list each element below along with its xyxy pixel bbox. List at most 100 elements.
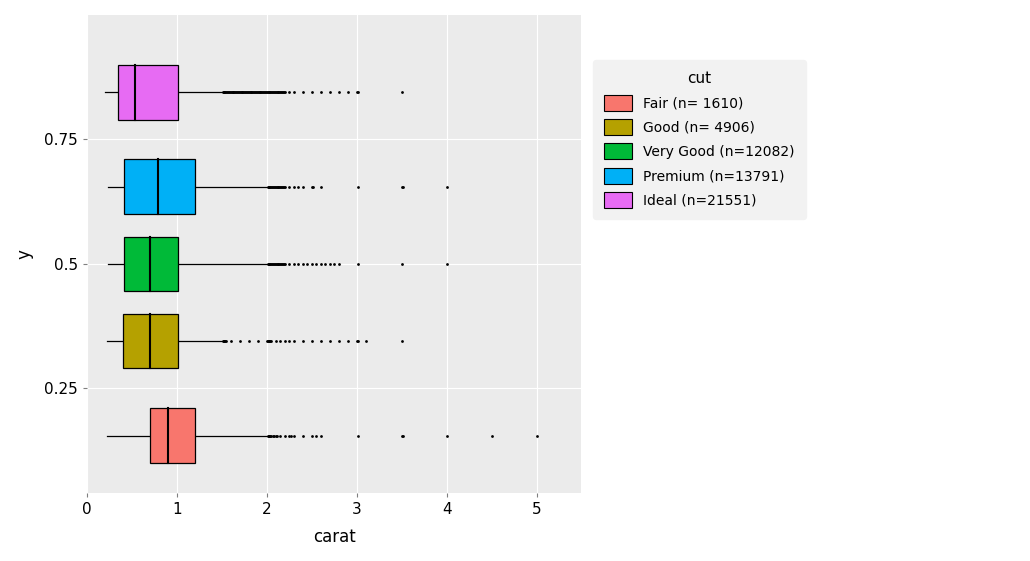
Point bbox=[259, 337, 275, 346]
Point bbox=[317, 259, 334, 268]
Point bbox=[276, 182, 293, 191]
Point bbox=[260, 259, 276, 268]
Point bbox=[270, 259, 286, 268]
Point bbox=[276, 337, 293, 346]
Point bbox=[349, 337, 366, 346]
Point bbox=[243, 88, 260, 96]
Point bbox=[267, 182, 283, 191]
Point bbox=[272, 337, 288, 346]
Point bbox=[312, 337, 329, 346]
Point bbox=[253, 88, 270, 96]
Point bbox=[348, 337, 365, 346]
Point bbox=[248, 88, 265, 96]
Point bbox=[295, 259, 311, 268]
Point bbox=[236, 88, 252, 96]
Point bbox=[217, 88, 234, 96]
Point bbox=[228, 88, 244, 96]
Point bbox=[349, 182, 366, 191]
Point bbox=[275, 88, 291, 96]
Point bbox=[394, 431, 411, 440]
Point bbox=[268, 337, 284, 346]
Point bbox=[276, 88, 293, 96]
Point bbox=[216, 88, 233, 96]
Point bbox=[249, 88, 266, 96]
Point bbox=[247, 88, 264, 96]
Point bbox=[308, 431, 324, 440]
Point bbox=[226, 88, 242, 96]
Point bbox=[264, 259, 280, 268]
Point bbox=[261, 88, 277, 96]
Point bbox=[268, 88, 284, 96]
Point bbox=[220, 88, 237, 96]
Bar bbox=[118, 65, 178, 119]
Point bbox=[295, 431, 311, 440]
Point bbox=[263, 431, 279, 440]
Point bbox=[266, 431, 282, 440]
Point bbox=[261, 259, 277, 268]
Point bbox=[304, 431, 320, 440]
Point bbox=[273, 88, 289, 96]
Point bbox=[234, 88, 250, 96]
Point bbox=[295, 182, 311, 191]
Point bbox=[231, 88, 247, 96]
Point bbox=[266, 182, 282, 191]
Point bbox=[308, 259, 324, 268]
Point bbox=[273, 259, 289, 268]
Point bbox=[258, 88, 274, 96]
Point bbox=[285, 259, 302, 268]
Point bbox=[271, 182, 287, 191]
Point bbox=[225, 88, 241, 96]
Point bbox=[340, 337, 356, 346]
Point bbox=[439, 259, 455, 268]
Point bbox=[246, 88, 263, 96]
Point bbox=[275, 182, 291, 191]
Point bbox=[281, 88, 298, 96]
Point bbox=[268, 259, 284, 268]
Point bbox=[276, 88, 293, 96]
Point bbox=[254, 88, 271, 96]
Point bbox=[483, 431, 500, 440]
Point bbox=[270, 88, 286, 96]
Point bbox=[281, 259, 298, 268]
Point bbox=[269, 88, 285, 96]
Point bbox=[269, 259, 285, 268]
Point bbox=[263, 88, 279, 96]
Point bbox=[239, 88, 255, 96]
Point bbox=[215, 337, 232, 346]
Point bbox=[273, 182, 289, 191]
Point bbox=[304, 337, 320, 346]
Point bbox=[218, 88, 235, 96]
X-axis label: carat: carat bbox=[313, 528, 355, 546]
Point bbox=[265, 431, 281, 440]
Point bbox=[269, 88, 285, 96]
Point bbox=[262, 431, 278, 440]
Point bbox=[266, 88, 282, 96]
Point bbox=[267, 259, 283, 268]
Point bbox=[274, 88, 290, 96]
Point bbox=[262, 182, 278, 191]
Point bbox=[217, 337, 234, 346]
Point bbox=[321, 259, 338, 268]
Point bbox=[262, 337, 278, 346]
Point bbox=[299, 259, 315, 268]
Point bbox=[312, 88, 329, 96]
Point bbox=[254, 88, 271, 96]
Bar bbox=[123, 314, 178, 369]
Bar bbox=[124, 237, 178, 291]
Point bbox=[276, 182, 293, 191]
Point bbox=[275, 259, 291, 268]
Point bbox=[259, 88, 275, 96]
Point bbox=[216, 337, 233, 346]
Point bbox=[290, 182, 307, 191]
Point bbox=[260, 337, 276, 346]
Point bbox=[439, 431, 455, 440]
Point bbox=[227, 88, 243, 96]
Point bbox=[529, 431, 546, 440]
Point bbox=[263, 259, 279, 268]
Point bbox=[221, 88, 238, 96]
Point bbox=[349, 88, 366, 96]
Point bbox=[439, 182, 455, 191]
Point bbox=[281, 337, 298, 346]
Point bbox=[270, 182, 286, 191]
Point bbox=[261, 337, 277, 346]
